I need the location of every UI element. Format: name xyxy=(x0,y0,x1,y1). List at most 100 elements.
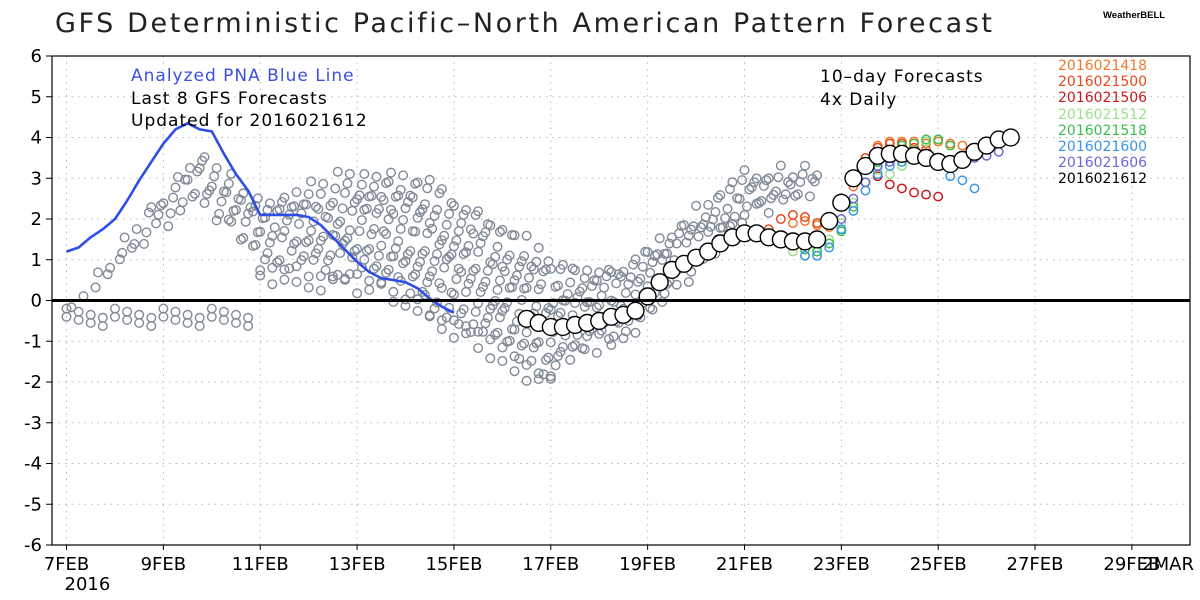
gray-forecast-point xyxy=(691,200,702,211)
gray-forecast-point xyxy=(475,287,486,298)
gray-forecast-point xyxy=(596,290,607,301)
gray-forecast-point xyxy=(223,178,234,189)
gray-forecast-point xyxy=(376,240,387,251)
x-tick-label: 17FEB xyxy=(522,554,579,575)
gray-forecast-point xyxy=(613,269,624,280)
gray-forecast-point xyxy=(461,287,472,298)
gray-forecast-point xyxy=(432,249,443,260)
gray-forecast-point xyxy=(562,289,573,300)
gray-forecast-point xyxy=(606,267,617,278)
gray-forecast-point xyxy=(480,276,491,287)
gray-forecast-point xyxy=(758,180,769,191)
gray-forecast-point xyxy=(519,338,530,349)
gray-forecast-point xyxy=(582,265,593,276)
gray-forecast-point xyxy=(85,317,96,328)
gray-forecast-point xyxy=(679,220,690,231)
y-tick-label: -4 xyxy=(24,454,42,475)
y-tick-label: 1 xyxy=(31,250,42,271)
forecast-point-2016021612 xyxy=(1001,128,1020,147)
gray-forecast-point xyxy=(255,226,266,237)
gray-forecast-point xyxy=(272,257,283,268)
gray-forecast-point xyxy=(226,216,237,227)
gray-forecast-point xyxy=(395,184,406,195)
gray-forecast-point xyxy=(424,217,435,228)
gray-forecast-point xyxy=(199,198,210,209)
gray-forecast-point xyxy=(315,285,326,296)
gray-forecast-point xyxy=(567,263,578,274)
gray-forecast-point xyxy=(448,241,459,252)
gray-forecast-point xyxy=(340,235,351,246)
gray-forecast-point xyxy=(497,224,508,235)
gray-forecast-point xyxy=(260,254,271,265)
gray-forecast-point xyxy=(664,238,675,249)
gray-forecast-point xyxy=(642,246,653,257)
y-tick-label: -2 xyxy=(24,372,42,393)
gray-forecast-point xyxy=(303,271,314,282)
gray-forecast-point xyxy=(146,312,157,323)
gray-forecast-point xyxy=(444,208,455,219)
gray-forecast-point xyxy=(536,279,547,290)
gray-forecast-point xyxy=(366,190,377,201)
gray-forecast-point xyxy=(398,258,409,269)
gray-forecast-point xyxy=(419,199,430,210)
gray-forecast-point xyxy=(698,219,709,230)
forecast-point-2016021612 xyxy=(626,301,645,320)
gray-forecast-point xyxy=(264,237,275,248)
gray-forecast-point xyxy=(383,264,394,275)
gray-forecast-point xyxy=(194,312,205,323)
gray-forecast-point xyxy=(654,233,665,244)
gray-forecast-point xyxy=(214,208,225,219)
gray-forecast-point xyxy=(175,205,186,216)
gray-forecast-point xyxy=(330,183,341,194)
gray-forecast-point xyxy=(509,230,520,241)
gray-forecast-point xyxy=(543,352,554,363)
gray-forecast-point xyxy=(262,248,273,259)
gray-forecast-point xyxy=(427,266,438,277)
gray-forecast-point xyxy=(279,192,290,203)
gray-forecast-point xyxy=(594,300,605,311)
gray-forecast-point xyxy=(618,333,629,344)
gray-forecast-point xyxy=(352,243,363,254)
gray-forecast-point xyxy=(405,246,416,257)
gray-forecast-point xyxy=(298,251,309,262)
gray-forecast-point xyxy=(725,184,736,195)
gray-forecast-point xyxy=(252,193,263,204)
gray-forecast-point xyxy=(480,318,491,329)
gray-forecast-point xyxy=(243,312,254,323)
gray-forecast-point xyxy=(308,254,319,265)
gray-forecast-point xyxy=(422,183,433,194)
gray-forecast-point xyxy=(499,266,510,277)
gray-forecast-point xyxy=(301,237,312,248)
gray-forecast-point xyxy=(146,202,157,213)
gray-forecast-point xyxy=(441,312,452,323)
forecast-point-2016021506 xyxy=(933,191,944,202)
gray-forecast-point xyxy=(332,166,343,177)
gray-forecast-point xyxy=(792,189,803,200)
gray-forecast-point xyxy=(344,269,355,280)
gray-forecast-point xyxy=(497,356,508,367)
gray-forecast-point xyxy=(611,278,622,289)
gray-forecast-point xyxy=(400,203,411,214)
gray-forecast-point xyxy=(453,319,464,330)
gray-forecast-point xyxy=(497,306,508,317)
legend-entry: 2016021612 xyxy=(1058,171,1148,188)
gray-forecast-point xyxy=(490,329,501,340)
gray-forecast-point xyxy=(235,234,246,245)
forecast-point-2016021506 xyxy=(896,183,907,194)
gray-forecast-point xyxy=(737,175,748,186)
gray-forecast-point xyxy=(90,282,101,293)
gray-forecast-point xyxy=(458,249,469,260)
gray-forecast-point xyxy=(456,266,467,277)
gray-forecast-point xyxy=(340,187,351,198)
gray-forecast-point xyxy=(700,212,711,223)
gray-forecast-point xyxy=(393,236,404,247)
forecast-point-2016021612 xyxy=(820,211,839,231)
gray-forecast-point xyxy=(269,222,280,233)
forecast-point-2016021418 xyxy=(800,216,810,226)
gray-forecast-point xyxy=(412,212,423,223)
gray-forecast-point xyxy=(274,255,285,266)
gray-forecast-point xyxy=(73,306,84,317)
gray-forecast-point xyxy=(342,233,353,244)
gray-forecast-point xyxy=(773,172,784,183)
